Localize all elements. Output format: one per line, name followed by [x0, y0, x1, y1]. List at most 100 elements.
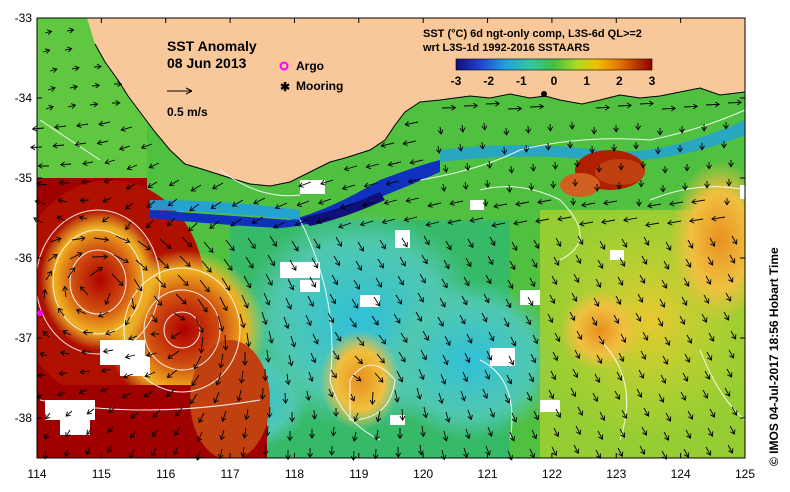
current-arrow [669, 200, 684, 207]
current-arrow [705, 446, 712, 456]
current-arrow [66, 27, 75, 34]
current-arrow [550, 180, 557, 189]
current-arrow [553, 427, 560, 438]
current-arrow [683, 448, 690, 458]
current-arrow [597, 430, 604, 440]
current-arrow [62, 285, 69, 298]
current-arrow [409, 159, 424, 165]
current-arrow [594, 373, 601, 384]
current-arrow [572, 368, 579, 379]
y-tick-label: -37 [15, 331, 33, 345]
current-arrow [596, 164, 602, 173]
current-arrow [418, 444, 424, 456]
current-arrow [294, 219, 308, 227]
current-arrow [374, 429, 380, 441]
current-arrow [146, 200, 156, 209]
current-arrow [398, 351, 406, 363]
current-arrow [633, 141, 639, 150]
current-arrow [259, 387, 266, 400]
current-arrow [485, 445, 491, 456]
current-arrow [599, 411, 606, 421]
current-arrow [664, 336, 671, 346]
current-arrow [167, 350, 180, 359]
current-arrow [506, 184, 513, 193]
current-arrow [42, 48, 51, 54]
x-tick-label: 116 [156, 467, 175, 481]
current-arrow [353, 279, 361, 290]
colorbar-ticks: -3 -2 -1 0 1 2 3 [451, 74, 656, 88]
current-arrow [102, 216, 110, 223]
colorbar-tick-label: 3 [649, 74, 656, 88]
current-arrow [489, 407, 495, 418]
current-arrow [245, 256, 254, 269]
current-arrow [660, 184, 666, 193]
current-arrow [125, 221, 132, 231]
current-arrow [401, 237, 408, 248]
current-arrow [485, 274, 492, 285]
current-arrow [438, 392, 444, 405]
current-arrow [640, 160, 646, 169]
current-arrow [221, 410, 227, 423]
current-arrow [262, 368, 269, 382]
current-arrow [449, 200, 464, 206]
current-arrow [488, 331, 495, 342]
current-arrow [507, 105, 523, 112]
current-arrow [209, 220, 220, 229]
current-arrow [125, 202, 134, 210]
current-arrow [509, 260, 516, 271]
current-arrow [691, 198, 706, 205]
current-arrow [241, 294, 249, 309]
current-arrow [528, 182, 535, 191]
current-arrow [677, 144, 683, 153]
current-arrow [704, 370, 711, 380]
current-arrow [685, 258, 692, 268]
current-arrow [285, 373, 291, 386]
current-arrow [107, 425, 115, 433]
current-arrow [193, 355, 202, 370]
current-arrow [91, 253, 109, 260]
current-arrow [394, 389, 400, 403]
current-arrow [444, 335, 451, 347]
current-arrow [726, 179, 732, 187]
current-arrow [665, 241, 672, 251]
current-arrow [399, 256, 406, 267]
current-arrow [93, 63, 102, 70]
x-tick-label: 115 [92, 467, 111, 481]
current-arrow [418, 368, 425, 381]
current-arrow [58, 370, 68, 377]
current-arrow [491, 222, 506, 228]
current-arrow [242, 427, 248, 439]
current-arrow [464, 162, 471, 171]
current-arrow [441, 104, 457, 111]
x-tick-label: 117 [221, 467, 240, 481]
current-arrow [102, 197, 112, 203]
current-arrow [487, 426, 493, 437]
colorbar-tick-label: -2 [483, 74, 494, 88]
current-arrow [657, 317, 664, 327]
argo-float-marker [37, 310, 43, 316]
current-arrow [56, 215, 66, 222]
current-arrow [711, 215, 726, 222]
current-arrow [399, 408, 406, 422]
current-arrow [685, 429, 692, 439]
current-arrow [124, 316, 131, 326]
current-arrow [420, 425, 426, 438]
current-arrow [550, 370, 557, 381]
current-arrow [130, 411, 139, 419]
current-arrow [533, 239, 540, 250]
current-arrow [459, 314, 466, 325]
current-arrow [79, 286, 89, 296]
current-arrow [219, 429, 225, 441]
current-arrow [460, 390, 466, 402]
current-arrow [616, 181, 622, 190]
current-arrow [592, 392, 599, 403]
current-arrow [545, 142, 552, 151]
current-arrow [620, 333, 627, 343]
current-arrow [311, 409, 318, 420]
x-tick-label: 114 [27, 467, 46, 481]
current-arrow [37, 163, 50, 169]
current-arrow [704, 180, 710, 189]
current-arrow [581, 201, 596, 208]
mooring-site-marker [541, 91, 547, 97]
current-arrow [328, 445, 335, 456]
